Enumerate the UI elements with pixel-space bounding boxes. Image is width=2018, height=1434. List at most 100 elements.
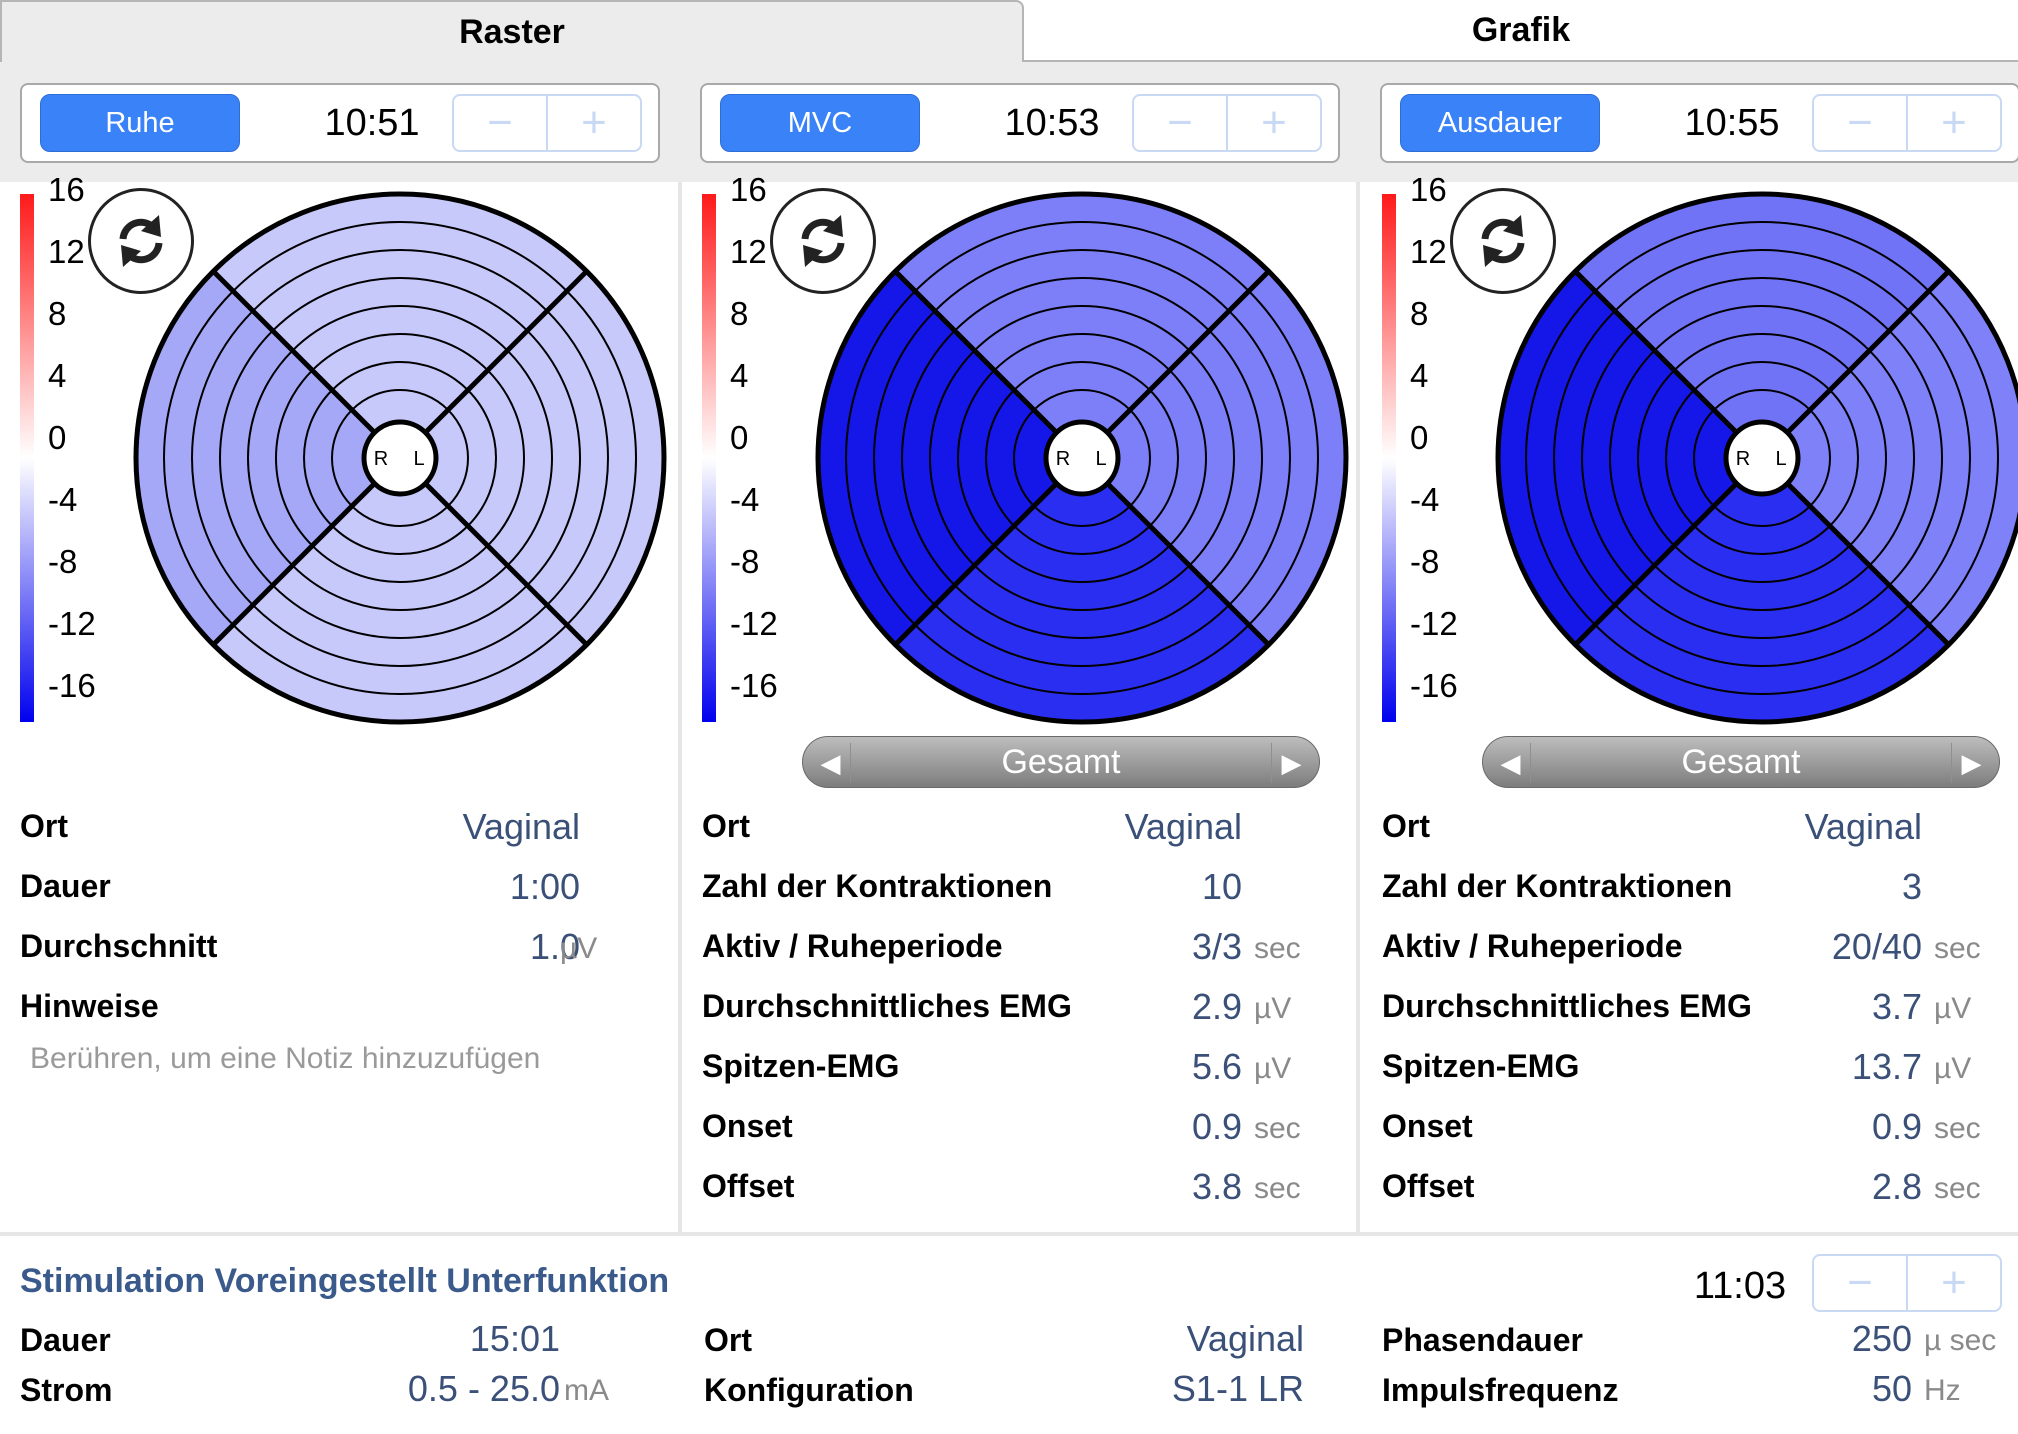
minus-button[interactable]: − <box>1847 98 1873 147</box>
scale-tick-label: 16 <box>1410 171 1447 208</box>
scale-tick-label: 8 <box>48 295 67 332</box>
heatmap-ring <box>929 305 1235 611</box>
heatmap-sector-top <box>211 192 589 459</box>
stat-row: Zahl der Kontraktionen 10 <box>702 860 1382 920</box>
minus-button[interactable]: − <box>1847 1258 1873 1307</box>
segment-selector[interactable]: ◀ Gesamt ▶ <box>1482 736 2000 788</box>
stat-label: Durchschnittliches EMG <box>1382 988 1752 1024</box>
stat-row: Offset 3.8 sec <box>702 1160 1382 1220</box>
heatmap-sector-right <box>1082 269 1348 647</box>
scale-tick-label: 4 <box>1410 357 1429 394</box>
rotate-icon[interactable] <box>88 188 194 294</box>
stim-label: Konfiguration <box>704 1372 914 1408</box>
plus-button[interactable]: + <box>1226 96 1320 150</box>
plus-button[interactable]: + <box>1906 96 2000 150</box>
stim-value: 50 <box>1871 1368 1912 1409</box>
heatmap-outline <box>133 191 667 725</box>
stat-unit: µV <box>1934 992 1972 1025</box>
color-scale-bar <box>1382 194 1396 722</box>
stat-row: Spitzen-EMG 13.7 µV <box>1382 1040 2018 1100</box>
heatmap-center <box>1043 419 1121 497</box>
stim-label: Strom <box>20 1372 113 1408</box>
stat-label: Offset <box>1382 1168 1475 1204</box>
center-label-l: L <box>413 448 424 470</box>
segment-label: Gesamt <box>1001 742 1121 781</box>
center-label-r: R <box>374 448 388 470</box>
heatmap-ring <box>275 333 525 583</box>
heatmap-divider <box>892 268 1059 435</box>
mode-button-mvc[interactable]: MVC <box>720 94 920 152</box>
stat-value: Vaginal <box>1804 806 1922 847</box>
stat-unit: µV <box>1934 1052 1972 1085</box>
heatmap-outline <box>815 191 1349 725</box>
center-label-l: L <box>1095 448 1106 470</box>
stim-unit: mA <box>564 1374 609 1407</box>
heatmap-sector-top <box>1573 192 1951 459</box>
mode-button-ruhe[interactable]: Ruhe <box>40 94 240 152</box>
session-time: 10:53 <box>1004 101 1100 144</box>
stats-list: Ort Vaginal Dauer 1:00 Durchschnitt 1.0 µV Hinw… <box>20 800 700 1040</box>
stat-value: 3.7 <box>1871 986 1922 1027</box>
minus-button[interactable]: − <box>1167 98 1193 147</box>
plus-button[interactable]: + <box>1906 1256 2000 1310</box>
notes-input[interactable]: Berühren, um eine Notiz hinzuzufügen <box>30 1042 541 1075</box>
tab-raster[interactable]: Raster <box>0 0 1024 62</box>
stat-label: Spitzen-EMG <box>1382 1048 1580 1084</box>
scale-tick-label: -4 <box>1410 481 1440 518</box>
stat-row: Onset 0.9 sec <box>702 1100 1382 1160</box>
stimulation-stepper: − + <box>1812 1254 2002 1312</box>
heatmap-ring <box>191 249 609 667</box>
stim-label: Impulsfrequenz <box>1382 1372 1619 1408</box>
color-scale-ticks: 16 12 8 4 0 -4 -8 -12 -16 <box>48 170 118 730</box>
heatmap-ring <box>1525 221 1999 695</box>
stat-row: Durchschnitt 1.0 µV <box>20 920 700 980</box>
segment-selector[interactable]: ◀ Gesamt ▶ <box>802 736 1320 788</box>
stat-label: Zahl der Kontraktionen <box>702 868 1053 904</box>
stat-value: 1.0 <box>529 926 580 967</box>
stat-label: Aktiv / Ruheperiode <box>1382 928 1683 964</box>
stat-unit: sec <box>1934 1172 1981 1205</box>
heatmap-divider <box>1105 481 1272 648</box>
stim-value: 0.5 - 25.0 <box>407 1368 560 1409</box>
scale-tick-label: -12 <box>48 605 96 642</box>
rotate-icon[interactable] <box>770 188 876 294</box>
segment-label: Gesamt <box>1681 742 1801 781</box>
stat-value: 13.7 <box>1851 1046 1922 1087</box>
next-arrow-icon[interactable]: ▶ <box>1951 743 1991 783</box>
scale-tick-label: -12 <box>730 605 778 642</box>
plus-button[interactable]: + <box>546 96 640 150</box>
stat-row: Durchschnittliches EMG 3.7 µV <box>1382 980 2018 1040</box>
next-arrow-icon[interactable]: ▶ <box>1271 743 1311 783</box>
scale-tick-label: 8 <box>1410 295 1429 332</box>
scale-tick-label: -8 <box>48 543 78 580</box>
session-header-ruhe: Ruhe 10:51 − + <box>20 83 660 163</box>
stim-row-dauer: Dauer 15:01 <box>20 1318 620 1368</box>
tab-grafik[interactable]: Grafik <box>1024 0 2018 62</box>
heatmap-divider <box>210 268 377 435</box>
mode-button-ausdauer[interactable]: Ausdauer <box>1400 94 1600 152</box>
stats-list: Ort Vaginal Zahl der Kontraktionen 3 Aktiv /… <box>1382 800 2018 1220</box>
stat-row: Zahl der Kontraktionen 3 <box>1382 860 2018 920</box>
stim-unit: µ sec <box>1924 1324 1997 1357</box>
stat-label: Ort <box>1382 808 1430 844</box>
stat-label: Durchschnitt <box>20 928 218 964</box>
stat-label: Spitzen-EMG <box>702 1048 900 1084</box>
minus-button[interactable]: − <box>487 98 513 147</box>
color-scale-bar <box>20 194 34 722</box>
prev-arrow-icon[interactable]: ◀ <box>1491 743 1531 783</box>
stat-unit: sec <box>1934 932 1981 965</box>
color-scale-ticks: 16 12 8 4 0 -4 -8 -12 -16 <box>1410 170 1480 730</box>
divider <box>678 182 682 1232</box>
heatmap-sector-bottom <box>211 458 589 724</box>
stim-value: Vaginal <box>1186 1318 1304 1359</box>
stat-unit: µV <box>560 932 598 965</box>
heatmap-ring <box>1553 249 1971 667</box>
stat-value: 5.6 <box>1191 1046 1242 1087</box>
scale-tick-label: 4 <box>48 357 67 394</box>
rotate-icon[interactable] <box>1450 188 1556 294</box>
stat-label: Aktiv / Ruheperiode <box>702 928 1003 964</box>
stat-value: 3/3 <box>1191 926 1242 967</box>
heatmap-ring <box>1665 361 1859 555</box>
prev-arrow-icon[interactable]: ◀ <box>811 743 851 783</box>
